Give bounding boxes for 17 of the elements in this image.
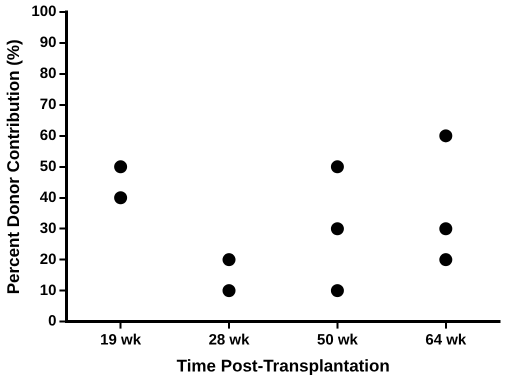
y-tick-label: 10 [40, 282, 56, 299]
y-tick-label: 80 [40, 65, 56, 82]
y-tick-label: 60 [40, 126, 56, 144]
x-tick-label: 19 wk [100, 332, 142, 349]
y-tick-label: 20 [40, 250, 56, 268]
y-tick-label: 90 [40, 34, 56, 52]
x-tick-label: 50 wk [316, 332, 358, 349]
y-axis-title: Percent Donor Contribution (%) [4, 39, 23, 294]
y-tick-label: 70 [40, 96, 56, 114]
x-tick-label: 28 wk [208, 332, 250, 349]
y-tick-label: 40 [40, 188, 56, 206]
y-tick-label: 0 [48, 312, 56, 330]
x-tick-label: 64 wk [425, 332, 467, 349]
y-tick-label: 30 [40, 220, 56, 237]
y-tick-label: 50 [40, 158, 56, 175]
x-axis-title: Time Post-Transplantation [176, 356, 390, 376]
y-tick-label: 100 [31, 3, 56, 20]
